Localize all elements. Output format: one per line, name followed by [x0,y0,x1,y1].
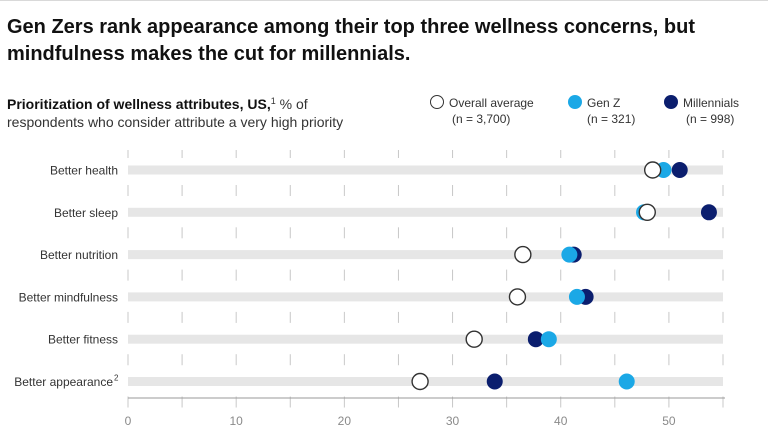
category-label: Better fitness [48,333,118,347]
category-footnote: 2 [114,374,119,383]
subtitle-line2: respondents who consider attribute a ver… [7,114,344,130]
dot-millennials [527,331,544,348]
legend-marker-millennials [664,95,678,109]
category-label: Better nutrition [40,248,118,262]
x-tick-label: 10 [230,414,244,428]
dot-overall-average [514,245,532,264]
row-track [128,250,723,260]
row-track [128,207,723,217]
x-tick-label: 40 [554,414,568,428]
legend-label-overall: Overall average [449,96,534,110]
subtitle-unit: % of [275,96,308,112]
category-label: Better sleep [54,206,118,220]
dot-millennials [700,204,717,221]
x-tick-label: 30 [446,414,460,428]
dot-gen-z [540,331,557,348]
row-track [128,334,723,344]
legend-n-millennials: (n = 998) [686,112,735,126]
dot-gen-z [561,246,578,263]
legend-n-genz: (n = 321) [587,112,636,126]
dot-overall-average [638,203,656,222]
category-label: Better health [50,164,118,178]
legend-marker-overall [430,95,444,109]
x-tick-label: 20 [338,414,352,428]
dot-overall-average [643,161,662,179]
row-track [128,292,723,302]
subtitle-bold: Prioritization of wellness attributes, U… [7,96,271,112]
dot-millennials [671,162,688,178]
dot-overall-average [465,330,483,348]
row-track [128,165,723,175]
subtitle-footnote: 1 [270,96,276,106]
dot-millennials [486,373,503,390]
legend-label-millennials: Millennials [683,96,740,110]
chart-title: Gen Zers rank appearance among their top… [7,16,695,65]
top-divider [0,0,768,1]
legend-n-overall: (n = 3,700) [452,112,511,126]
x-tick-label: 0 [125,414,132,428]
chart-subtitle: Prioritization of wellness attributes, U… [7,95,427,131]
dot-gen-z [568,288,585,305]
category-label: Better appearance [14,375,113,389]
dot-overall-average [411,372,429,391]
dot-gen-z [618,373,635,390]
x-tick-label: 50 [662,414,676,428]
category-label: Better mindfulness [19,290,118,304]
legend-marker-genz [568,95,582,109]
legend-label-genz: Gen Z [587,96,621,110]
dot-overall-average [508,288,527,306]
